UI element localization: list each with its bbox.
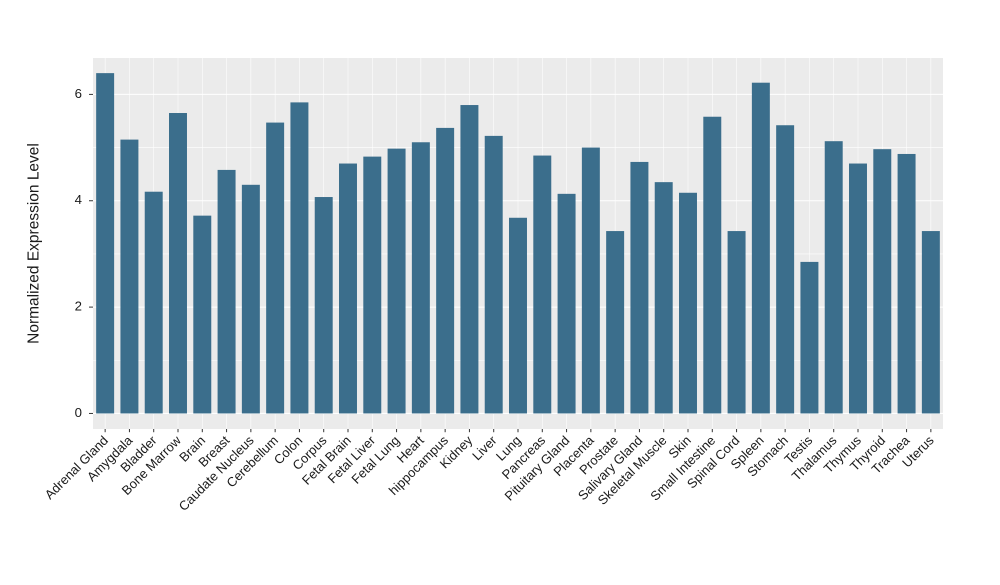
svg-text:6: 6 xyxy=(75,86,82,101)
svg-text:4: 4 xyxy=(75,192,82,207)
svg-text:Normalized Expression Level: Normalized Expression Level xyxy=(26,143,43,344)
svg-text:0: 0 xyxy=(75,405,82,420)
svg-text:2: 2 xyxy=(75,299,82,314)
